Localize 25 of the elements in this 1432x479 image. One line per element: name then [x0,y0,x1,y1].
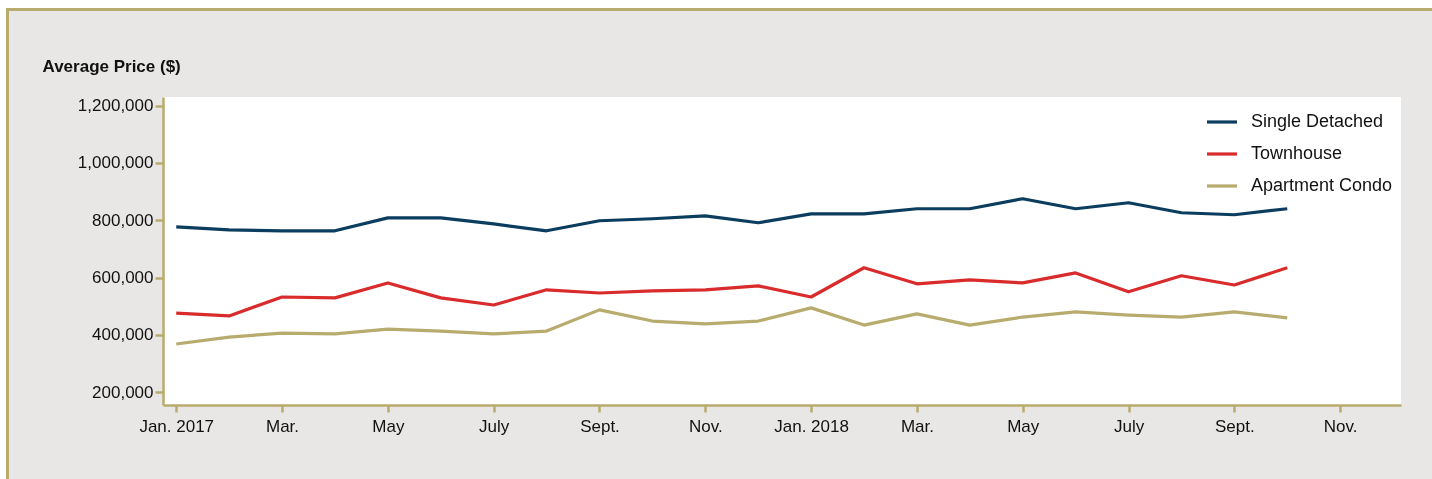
x-tick-label: Nov. [688,416,723,436]
y-tick-label: 1,200,000 [77,96,154,116]
x-tick-label: July [479,416,510,436]
x-tick-label: May [372,416,405,436]
line-series [174,306,1289,346]
y-tick-label: 600,000 [92,268,154,287]
y-tick-label: 200,000 [92,382,154,402]
x-tick-label: Jan. 2017 [139,416,215,436]
line-series [174,197,1289,233]
legend-label: Apartment Condo [1251,175,1393,195]
line-series [174,266,1289,318]
y-axis-title: Average Price ($) [42,56,181,76]
x-tick-label: Sept. [580,416,620,436]
x-tick-label: Mar. [266,416,300,436]
y-tick-label: 800,000 [92,210,154,230]
legend-label: Single Detached [1251,111,1384,131]
x-tick-label: July [1113,416,1145,436]
x-tick-label: Jan. 2018 [774,416,849,436]
y-tick-label: 400,000 [92,325,154,345]
x-tick-label: Nov. [1323,416,1358,436]
y-tick-label: 1,000,000 [77,153,154,173]
x-tick-label: Mar. [900,416,934,436]
x-tick-label: May [1007,416,1040,436]
legend-label: Townhouse [1251,143,1343,163]
x-tick-label: Sept. [1214,416,1255,436]
